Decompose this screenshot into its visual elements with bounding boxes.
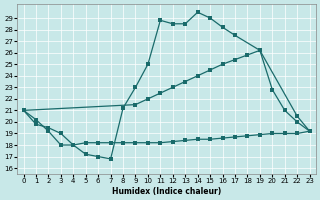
X-axis label: Humidex (Indice chaleur): Humidex (Indice chaleur) [112,187,221,196]
